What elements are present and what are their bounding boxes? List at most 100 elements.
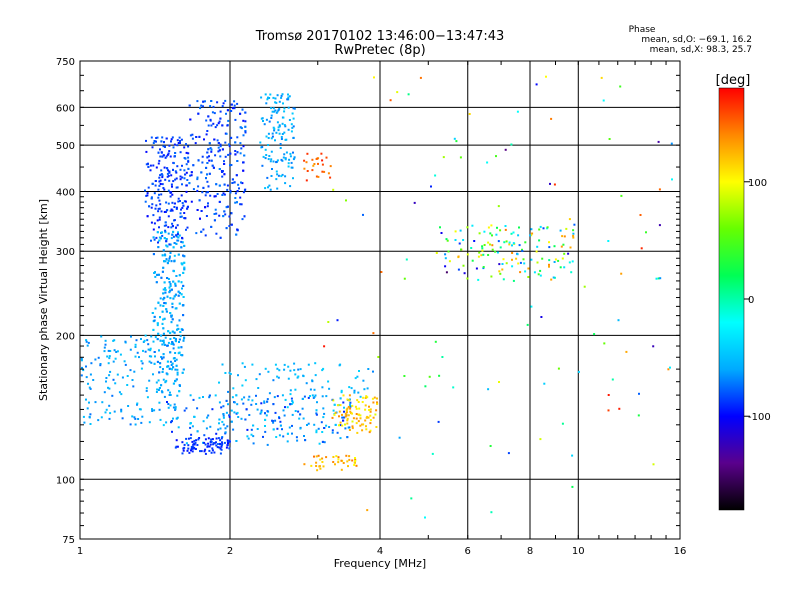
data-point bbox=[410, 497, 413, 500]
data-point bbox=[177, 294, 180, 297]
data-point bbox=[236, 102, 239, 105]
data-point bbox=[284, 182, 287, 185]
data-point bbox=[284, 125, 287, 128]
data-point bbox=[275, 436, 278, 438]
data-point bbox=[325, 156, 328, 159]
data-point bbox=[487, 241, 490, 244]
data-point bbox=[88, 401, 90, 404]
data-point bbox=[498, 381, 500, 383]
data-point bbox=[270, 107, 273, 110]
phase-info-o: mean, sd,O: −69.1, 16.2 bbox=[641, 35, 752, 45]
data-point bbox=[109, 412, 112, 415]
data-point bbox=[208, 449, 211, 452]
data-point bbox=[196, 430, 199, 433]
data-point bbox=[177, 231, 179, 234]
data-point bbox=[240, 417, 243, 420]
data-point bbox=[361, 401, 364, 403]
x-tick-label: 4 bbox=[377, 546, 383, 557]
data-point bbox=[345, 411, 348, 414]
data-point bbox=[222, 423, 225, 426]
x-tick-label: 10 bbox=[572, 546, 585, 557]
data-point bbox=[268, 97, 271, 99]
data-point bbox=[317, 454, 320, 457]
data-point bbox=[187, 160, 190, 163]
data-point bbox=[183, 268, 186, 271]
data-point bbox=[435, 252, 438, 254]
data-point bbox=[234, 141, 237, 144]
data-point bbox=[177, 142, 180, 144]
data-point bbox=[166, 172, 169, 175]
data-point bbox=[187, 156, 190, 159]
data-point bbox=[172, 280, 175, 283]
data-point bbox=[162, 292, 165, 295]
data-point bbox=[235, 174, 238, 177]
data-point bbox=[222, 102, 225, 105]
data-point bbox=[219, 447, 222, 450]
x-axis-ticks: 1 2 4 6 8 10 16 bbox=[77, 61, 686, 557]
data-point bbox=[162, 368, 164, 371]
data-point bbox=[267, 96, 269, 99]
data-point bbox=[657, 277, 660, 280]
data-point bbox=[460, 248, 462, 251]
data-point bbox=[186, 179, 189, 181]
data-point bbox=[190, 171, 193, 174]
data-point bbox=[357, 391, 360, 394]
data-point bbox=[152, 328, 155, 331]
data-point bbox=[126, 375, 129, 377]
data-point bbox=[170, 237, 173, 240]
data-point bbox=[315, 465, 318, 467]
data-point bbox=[501, 263, 504, 265]
data-point bbox=[459, 156, 462, 159]
data-point bbox=[521, 248, 523, 251]
data-point bbox=[158, 408, 161, 411]
data-point bbox=[478, 232, 481, 235]
data-point bbox=[163, 296, 166, 299]
data-point bbox=[332, 461, 335, 463]
data-point bbox=[89, 413, 92, 416]
data-point bbox=[104, 411, 107, 414]
data-point bbox=[113, 339, 116, 342]
data-point bbox=[206, 416, 209, 419]
data-point bbox=[157, 246, 160, 249]
data-point bbox=[538, 228, 541, 231]
data-point bbox=[315, 461, 318, 464]
data-point bbox=[364, 419, 367, 422]
data-point bbox=[178, 274, 181, 277]
data-point bbox=[275, 131, 278, 134]
data-point bbox=[144, 350, 147, 353]
data-point bbox=[353, 464, 356, 466]
data-point bbox=[178, 302, 181, 305]
data-point bbox=[192, 446, 195, 449]
data-point bbox=[348, 429, 351, 431]
data-point bbox=[219, 427, 222, 430]
data-point bbox=[155, 281, 158, 284]
data-point bbox=[166, 153, 169, 156]
data-point bbox=[320, 421, 323, 424]
data-point bbox=[546, 226, 549, 229]
data-point bbox=[364, 404, 367, 407]
data-point bbox=[206, 445, 209, 448]
data-point bbox=[302, 417, 305, 420]
data-point bbox=[274, 139, 276, 142]
data-point bbox=[376, 402, 379, 405]
data-point bbox=[257, 387, 260, 389]
data-point bbox=[568, 261, 571, 264]
data-point bbox=[155, 236, 158, 239]
data-point bbox=[158, 184, 161, 187]
data-point bbox=[150, 196, 153, 199]
data-point bbox=[180, 262, 183, 265]
data-point bbox=[372, 401, 375, 404]
data-point bbox=[168, 367, 171, 370]
data-point bbox=[157, 151, 160, 154]
data-point bbox=[364, 408, 367, 411]
data-point bbox=[206, 180, 209, 183]
data-point bbox=[195, 232, 198, 235]
data-point bbox=[325, 424, 328, 427]
data-point bbox=[159, 339, 162, 342]
data-point bbox=[212, 443, 215, 446]
data-point bbox=[225, 227, 228, 230]
data-point bbox=[142, 341, 145, 343]
data-point bbox=[358, 413, 361, 416]
data-point bbox=[136, 351, 139, 354]
data-point bbox=[542, 227, 545, 230]
